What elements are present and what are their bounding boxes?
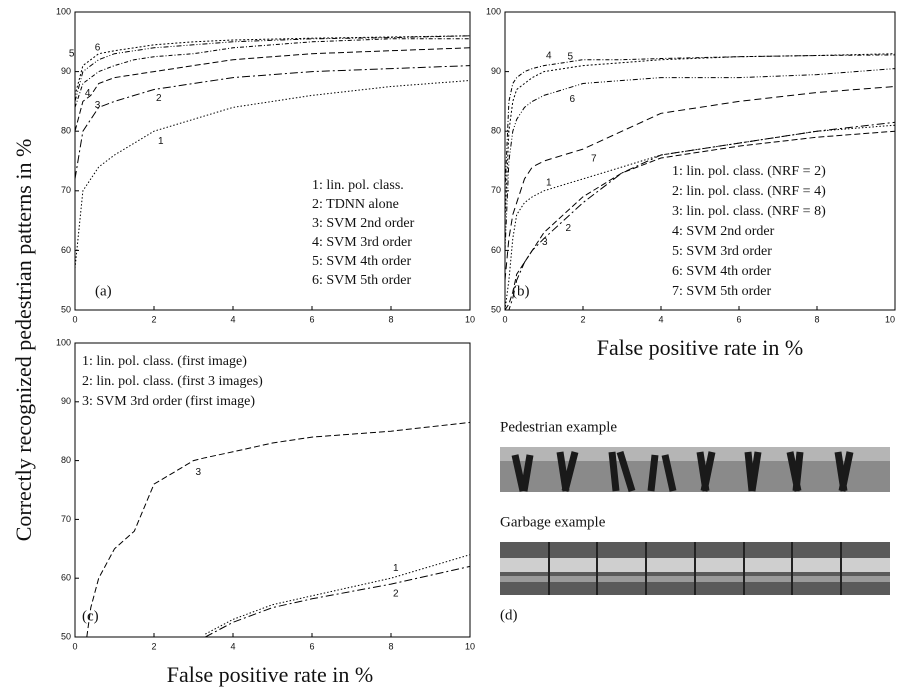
x-tick-label: 2 (151, 314, 156, 324)
plot-frame (504, 11, 896, 311)
y-tick-label: 70 (61, 185, 71, 195)
x-tick-label: 6 (736, 314, 741, 324)
legend-entry: 2: TDNN alone (312, 197, 399, 212)
legend-entry: 2: lin. pol. class. (NRF = 4) (672, 184, 826, 199)
curve-label: 1 (546, 177, 552, 188)
curve-label: 4 (546, 50, 552, 61)
series-line (504, 124, 896, 311)
panel-label: (d) (500, 607, 518, 623)
y-tick-label: 50 (61, 304, 71, 314)
y-tick-label: 70 (61, 514, 71, 524)
x-tick-label: 8 (814, 314, 819, 324)
curve-label: 3 (196, 467, 202, 478)
series-line (74, 35, 471, 96)
legend-entry: 5: SVM 4th order (312, 254, 412, 269)
y-tick-label: 100 (486, 6, 501, 16)
x-tick-label: 0 (72, 314, 77, 324)
curve-label: 1 (393, 563, 399, 574)
y-tick-label: 60 (61, 573, 71, 583)
x-tick-label: 8 (388, 314, 393, 324)
series-line (504, 68, 896, 251)
x-axis-label: False positive rate in % (167, 662, 374, 687)
series-line (505, 121, 896, 311)
legend-entry: 2: lin. pol. class. (first 3 images) (82, 374, 263, 389)
curve-label: 3 (542, 237, 548, 248)
legend-entry: 6: SVM 4th order (672, 264, 772, 279)
x-tick-label: 0 (502, 314, 507, 324)
plot-frame (74, 11, 471, 311)
curve-label: 4 (85, 88, 91, 99)
garbage-caption: Garbage example (500, 514, 606, 530)
y-tick-label: 90 (61, 396, 71, 406)
x-tick-label: 6 (309, 314, 314, 324)
series-line (504, 54, 896, 191)
x-tick-label: 4 (230, 314, 235, 324)
y-tick-label: 50 (61, 631, 71, 641)
legend-entry: 3: lin. pol. class. (NRF = 8) (672, 204, 826, 219)
y-tick-label: 70 (491, 185, 501, 195)
legend-entry: 4: SVM 3rd order (312, 235, 412, 250)
y-tick-label: 80 (491, 126, 501, 136)
curve-label: 5 (568, 51, 574, 62)
y-axis-label: Correctly recognized pedestrian patterns… (11, 139, 36, 542)
y-tick-label: 80 (61, 455, 71, 465)
y-tick-label: 90 (491, 66, 501, 76)
y-tick-label: 60 (491, 245, 501, 255)
legend-entry: 3: SVM 3rd order (first image) (82, 394, 255, 409)
y-tick-label: 90 (61, 66, 71, 76)
curve-label: 2 (566, 223, 572, 234)
series-line (74, 38, 470, 108)
series-line (86, 421, 471, 638)
legend-entry: 1: lin. pol. class. (first image) (82, 354, 247, 369)
legend-entry: 1: lin. pol. class. (312, 178, 404, 193)
x-tick-label: 10 (885, 314, 895, 324)
series-line (504, 53, 896, 221)
curve-label: 1 (158, 136, 164, 147)
curve-label: 2 (156, 93, 162, 104)
x-tick-label: 8 (388, 641, 393, 651)
y-tick-label: 60 (61, 245, 71, 255)
panel-label: (c) (82, 608, 99, 624)
x-axis-label: False positive rate in % (597, 335, 804, 360)
y-tick-label: 100 (56, 337, 71, 347)
series-line (74, 47, 471, 132)
x-tick-label: 10 (465, 641, 475, 651)
legend-entry: 3: SVM 2nd order (312, 216, 415, 231)
curve-label: 2 (393, 589, 399, 600)
curve-label: 6 (95, 42, 101, 53)
plot-frame (74, 342, 471, 638)
x-tick-label: 6 (309, 641, 314, 651)
y-tick-label: 50 (491, 304, 501, 314)
series-line (74, 65, 471, 179)
curve-label: 5 (69, 48, 75, 59)
curve-label: 3 (95, 100, 101, 111)
y-tick-label: 80 (61, 126, 71, 136)
curve-label: 6 (570, 94, 576, 105)
legend-entry: 1: lin. pol. class. (NRF = 2) (672, 164, 826, 179)
series-line (504, 130, 896, 311)
series-line (205, 565, 471, 638)
panel-label: (b) (512, 283, 530, 299)
pedestrian-strip (500, 447, 890, 493)
y-tick-label: 100 (56, 6, 71, 16)
legend-entry: 6: SVM 5th order (312, 273, 412, 288)
x-tick-label: 4 (230, 641, 235, 651)
pedestrian-caption: Pedestrian example (500, 419, 617, 435)
x-tick-label: 2 (580, 314, 585, 324)
panel-label: (a) (95, 283, 112, 299)
series-line (504, 86, 896, 281)
x-tick-label: 10 (465, 314, 475, 324)
x-tick-label: 0 (72, 641, 77, 651)
legend-entry: 7: SVM 5th order (672, 284, 772, 299)
x-tick-label: 4 (658, 314, 663, 324)
legend-entry: 4: SVM 2nd order (672, 224, 775, 239)
x-tick-label: 2 (151, 641, 156, 651)
legend-entry: 5: SVM 3rd order (672, 244, 772, 259)
garbage-strip (500, 542, 890, 595)
series-line (74, 35, 471, 102)
curve-label: 7 (591, 154, 597, 165)
